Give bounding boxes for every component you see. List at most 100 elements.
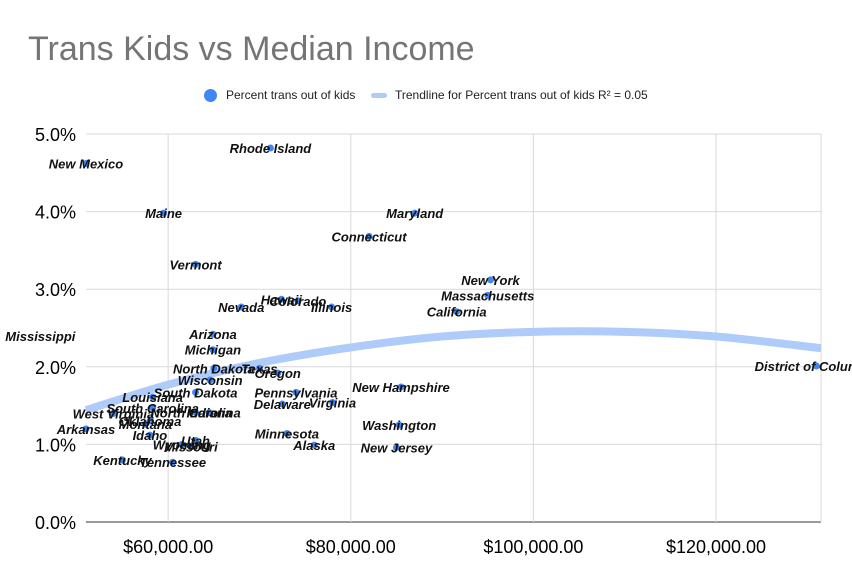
legend: Percent trans out of kids Trendline for … [0,88,852,108]
legend-label-points: Percent trans out of kids [226,88,356,102]
data-point [274,369,282,377]
data-point [310,441,318,449]
data-point [392,444,400,452]
data-point [255,364,263,372]
gridlines [86,133,822,523]
data-point [812,362,820,370]
data-point [169,458,177,466]
legend-dot-icon [204,88,217,102]
x-tick-label: $100,000.00 [483,537,583,557]
data-point [192,409,200,417]
legend-label-trendline: Trendline for Percent trans out of kids … [395,88,648,102]
point-label: Nevada [218,300,264,315]
y-tick-label: 3.0% [35,280,76,300]
point-label: Oregon [255,366,301,381]
x-tick-label: $120,000.00 [666,537,766,557]
point-label: South Dakota [154,385,238,400]
data-point [365,232,373,240]
data-point [192,260,200,268]
point-label: Utah [181,434,210,449]
y-tick-label: 4.0% [35,203,76,223]
point-label: Texas [241,361,277,376]
data-point [294,297,302,305]
point-label: Virginia [309,395,356,410]
point-label: Massachusetts [441,288,534,303]
point-label: Vermont [169,257,222,272]
data-point [206,376,214,384]
point-label: Michigan [185,343,241,358]
data-point [209,330,217,338]
data-point [484,291,492,299]
point-label: Mississippi [5,329,75,344]
point-label: Washington [362,418,436,433]
legend-line-icon [371,92,387,98]
data-point [82,159,90,167]
point-label: Illinois [311,300,352,315]
y-tick-label: 1.0% [35,435,76,455]
point-label: Delaware [254,397,311,412]
data-point [209,346,217,354]
point-label: New Mexico [49,156,123,171]
data-point [395,421,403,429]
legend-item-points: Percent trans out of kids [204,88,355,102]
data-point [187,443,195,451]
point-label: New Jersey [361,441,433,456]
data-point [146,431,154,439]
trendline-path [84,327,822,415]
data-point [292,388,300,396]
point-label: New York [461,273,520,288]
data-point [210,364,218,372]
data-points [82,144,820,466]
point-label: District of Columbia [755,359,852,374]
data-point [328,303,336,311]
point-label: Tennessee [139,455,206,470]
point-label: Missouri [164,440,218,455]
data-point [266,144,274,152]
y-tick-label: 5.0% [35,125,76,145]
data-point [119,456,127,464]
x-tick-label: $60,000.00 [123,537,213,557]
point-label: Rhode Island [230,141,313,156]
trendline [84,327,822,415]
point-label: Idaho [133,428,168,443]
point-label: Hawaii [261,292,303,307]
data-point [192,388,200,396]
point-label: Maryland [386,206,444,221]
x-tick-label: $80,000.00 [306,537,396,557]
data-point [141,420,149,428]
point-label: South Carolina [106,401,198,416]
point-label: Arkansas [56,422,116,437]
point-label: Montana [119,417,172,432]
data-point [486,276,494,284]
data-point [453,308,461,316]
point-label: Louisiana [122,390,183,405]
point-label: Connecticut [331,229,407,244]
data-point [205,409,213,417]
data-point [283,430,291,438]
point-label: Wisconsin [178,373,243,388]
point-label: Indiana [187,406,233,421]
chart-title: Trans Kids vs Median Income [28,30,475,68]
data-point [192,437,200,445]
point-label: Minnesota [255,427,319,442]
point-label: Pennsylvania [254,385,337,400]
data-point [278,400,286,408]
data-point [178,440,186,448]
data-point [411,209,419,217]
point-label: Colorado [269,294,326,309]
point-label: Alaska [292,438,335,453]
point-label: Wyoming [153,437,211,452]
data-point [109,409,117,417]
point-label: California [427,305,487,320]
data-point [397,383,405,391]
data-point [149,393,157,401]
data-point [277,295,285,303]
data-point [82,425,90,433]
point-label: North Dakota [173,361,255,376]
legend-item-trendline: Trendline for Percent trans out of kids … [371,88,648,102]
point-labels: Rhode Island New Mexico Maine Maryland Conne… [5,141,852,470]
point-label: Kentucky [93,453,152,468]
point-label: Oklahoma [118,414,181,429]
point-label: North Carolina [150,406,240,421]
